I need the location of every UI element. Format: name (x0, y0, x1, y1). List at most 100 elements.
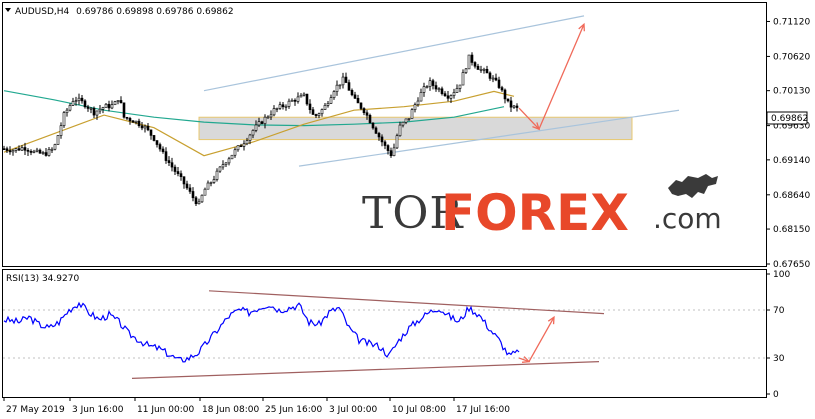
candle (422, 82, 426, 97)
candle (230, 154, 234, 160)
time-tick-label: 18 Jun 08:00 (202, 405, 259, 415)
arrowhead-icon (547, 315, 555, 325)
candle (41, 150, 45, 155)
candle (95, 110, 99, 120)
candle (344, 72, 348, 83)
rsi-lower-trendline (131, 361, 600, 379)
rsi-tick-label: 70 (773, 306, 785, 316)
time-tick-label: 17 Jul 16:00 (456, 405, 510, 415)
candle (158, 142, 162, 152)
candle (59, 122, 63, 139)
candle (26, 148, 30, 157)
candle (404, 118, 408, 125)
candle (497, 76, 501, 90)
candle (17, 145, 21, 151)
candle (209, 181, 213, 187)
candle (278, 101, 282, 110)
candle (2, 145, 6, 150)
bull-bear-icon (668, 174, 718, 198)
candle (425, 85, 429, 89)
candle (446, 90, 450, 102)
candle (62, 110, 66, 128)
candle (245, 137, 249, 146)
candle (389, 147, 393, 158)
watermark-com: .com (653, 202, 722, 235)
candle (122, 102, 126, 119)
menu-triangle-icon[interactable] (5, 8, 11, 12)
candle (35, 147, 39, 153)
price-tick-label: 0.71120 (773, 17, 810, 27)
candle (221, 160, 225, 170)
candle (386, 144, 390, 155)
candle (515, 103, 519, 112)
candle (437, 87, 441, 93)
candle (44, 148, 48, 157)
candle (449, 94, 453, 103)
candle (89, 106, 93, 114)
candle (305, 93, 309, 106)
rsi-forecast-arrow (518, 315, 555, 363)
candle (461, 69, 465, 86)
candle (248, 133, 252, 145)
candle (215, 168, 219, 182)
candle (239, 143, 243, 148)
candle (428, 77, 432, 91)
candle (23, 142, 27, 156)
candle (335, 80, 339, 96)
candle (353, 91, 357, 99)
candle (473, 61, 477, 69)
candle (347, 79, 351, 91)
candle (11, 149, 15, 156)
time-tick-label: 3 Jul 00:00 (329, 405, 378, 415)
candle (359, 102, 363, 111)
candle (341, 72, 345, 89)
candle (68, 103, 72, 112)
candle (182, 176, 186, 189)
current-price-label: 0.69862 (771, 114, 808, 124)
candle (356, 94, 360, 104)
candle (416, 97, 420, 107)
candle (53, 143, 57, 151)
candle (197, 198, 201, 205)
candle (191, 187, 195, 202)
candle (371, 122, 375, 130)
candle (224, 162, 228, 168)
candle (83, 99, 87, 109)
candle (392, 143, 396, 157)
candle (374, 126, 378, 134)
candle (233, 147, 237, 158)
candle (200, 194, 204, 203)
candle (269, 110, 273, 120)
candle (77, 93, 81, 105)
candle (29, 149, 33, 156)
candle (395, 133, 399, 150)
time-tick-label: 10 Jul 08:00 (392, 405, 446, 415)
candle (143, 124, 147, 133)
candle (86, 104, 90, 112)
candle (80, 95, 84, 104)
time-tick-label: 25 Jun 16:00 (265, 405, 322, 415)
candle (170, 157, 174, 172)
candle (188, 184, 192, 194)
price-tick-label: 0.70620 (773, 52, 810, 62)
candle (272, 105, 276, 117)
candle (287, 98, 291, 109)
candle (110, 100, 114, 110)
candle (218, 166, 222, 173)
candle (332, 90, 336, 100)
candle (149, 129, 153, 140)
candle (203, 187, 207, 196)
candle (407, 118, 411, 122)
candle (56, 135, 60, 145)
candle (260, 120, 264, 125)
symbol-label: AUDUSD,H4 (15, 7, 70, 17)
candle (302, 92, 306, 97)
candle (419, 88, 423, 102)
candle (458, 84, 462, 93)
ma-fast-line (3, 90, 515, 157)
candle (431, 78, 435, 90)
candle (161, 146, 165, 154)
rsi-panel: 100 70 30 0 RSI(13) 34.9270 (2, 269, 790, 400)
candle (257, 117, 261, 128)
